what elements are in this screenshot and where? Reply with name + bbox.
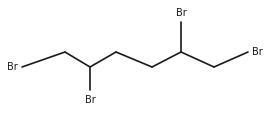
Text: Br: Br [85,95,95,105]
Text: Br: Br [176,8,186,18]
Text: Br: Br [252,47,263,57]
Text: Br: Br [7,62,18,72]
